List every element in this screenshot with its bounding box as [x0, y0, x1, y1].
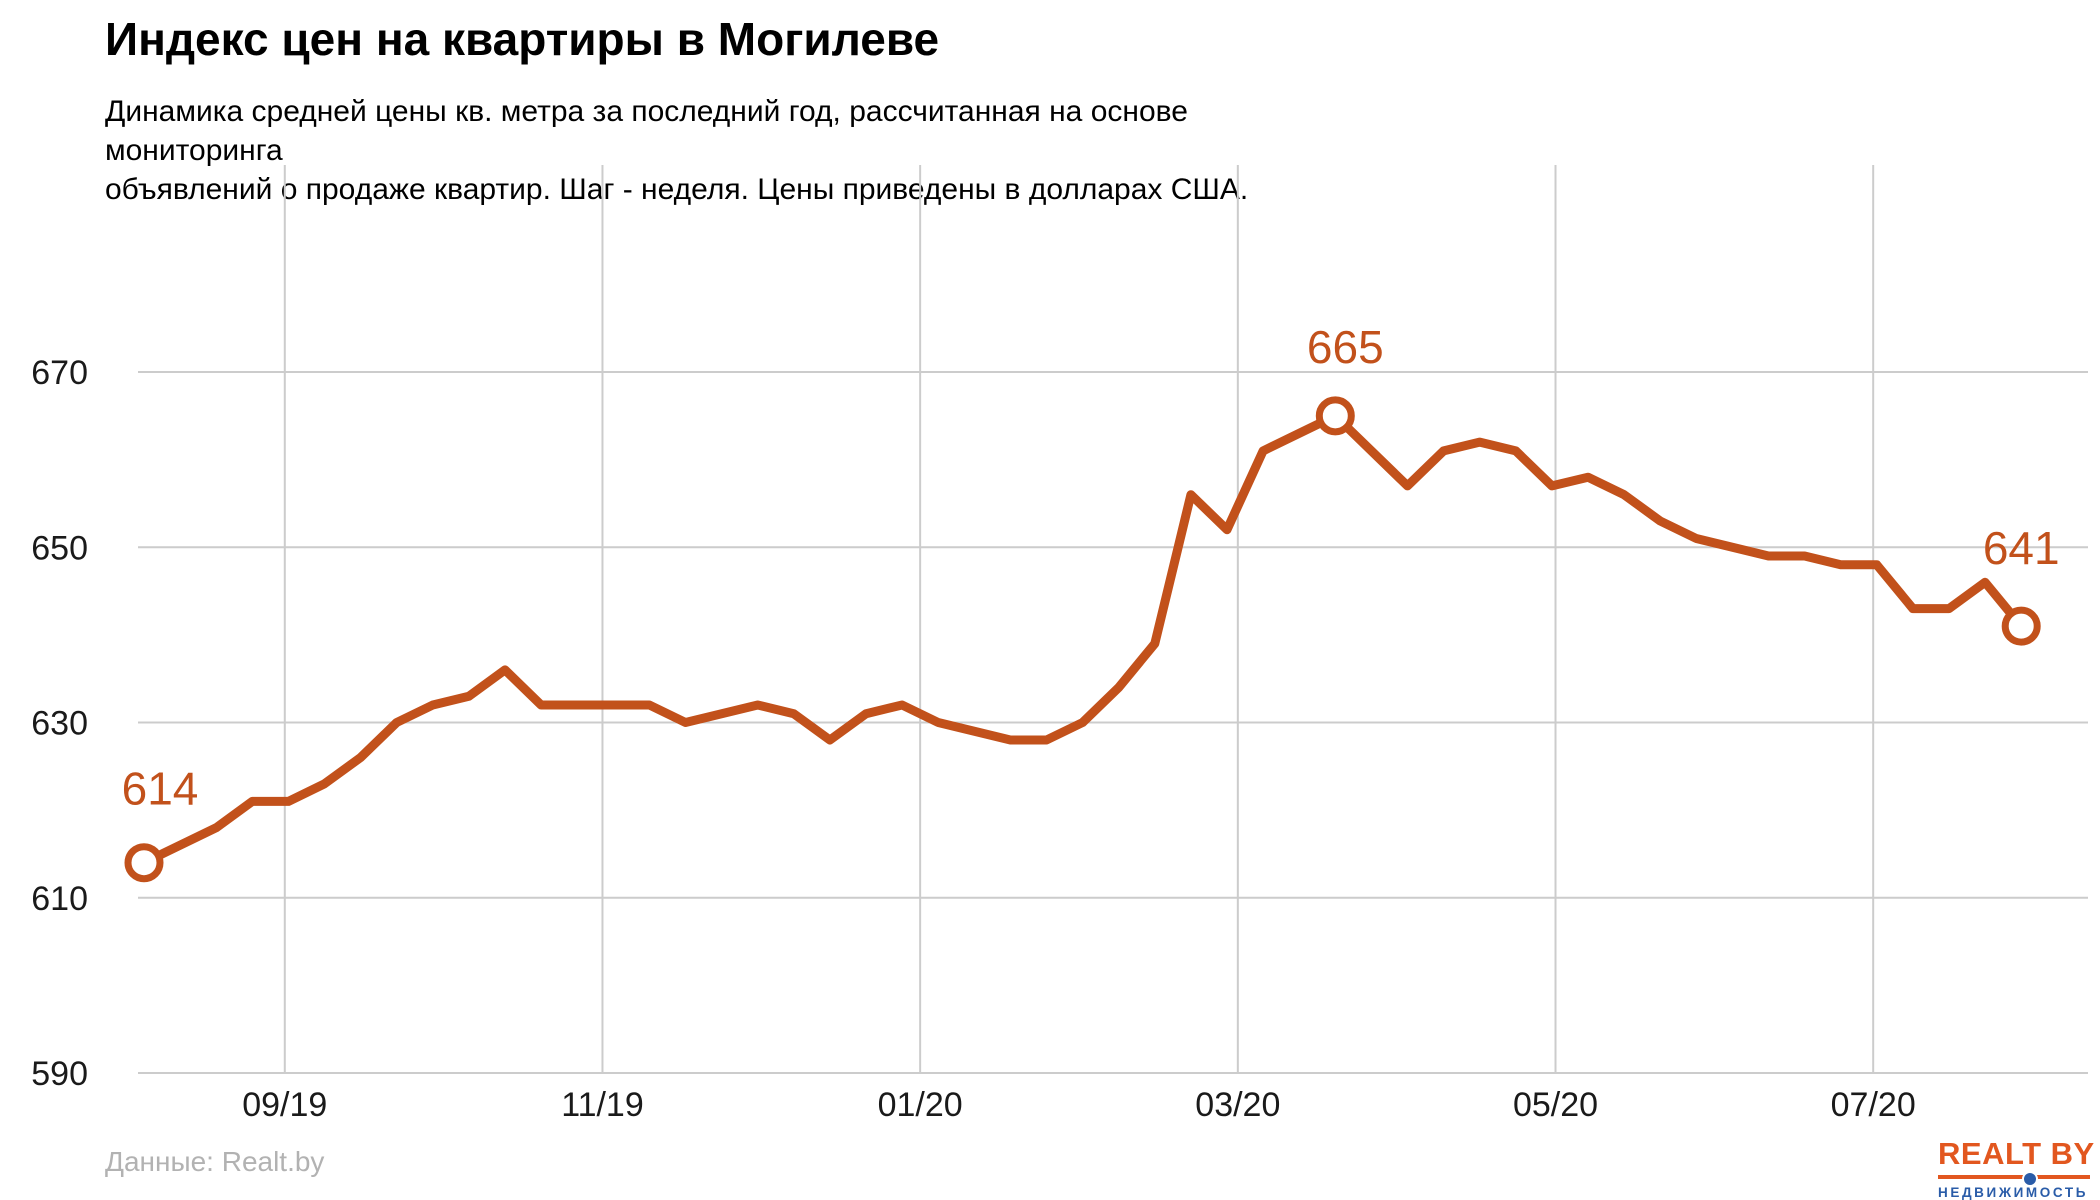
price-series-line	[142, 411, 2025, 867]
value-annotation-label: 665	[1307, 321, 1384, 373]
data-point-marker	[1315, 396, 1355, 436]
x-tick-label: 01/20	[878, 1086, 963, 1124]
data-point-marker	[2001, 606, 2041, 646]
value-annotation-label: 614	[122, 763, 199, 815]
y-tick-label: 670	[31, 354, 88, 392]
chart-title: Индекс цен на квартиры в Могилеве	[105, 13, 940, 65]
data-point-markers	[124, 396, 2041, 883]
x-tick-label: 05/20	[1513, 1086, 1598, 1124]
chart-subtitle-line1: Динамика средней цены кв. метра за после…	[105, 95, 1188, 167]
realt-logo-rule	[1938, 1171, 2090, 1187]
realt-logo: REALT BY НЕДВИЖИМОСТЬ	[1938, 1136, 2096, 1200]
y-tick-label: 590	[31, 1055, 88, 1093]
x-tick-label: 07/20	[1831, 1086, 1916, 1124]
x-tick-label: 03/20	[1195, 1086, 1280, 1124]
chart-subtitle: Динамика средней цены кв. метра за после…	[105, 92, 1365, 209]
x-tick-label: 11/19	[561, 1086, 644, 1124]
x-tick-label: 09/19	[242, 1086, 327, 1124]
realt-logo-tagline: НЕДВИЖИМОСТЬ	[1938, 1185, 2089, 1200]
chart-subtitle-line2: объявлений о продаже квартир. Шаг - неде…	[105, 173, 1249, 206]
y-tick-label: 630	[31, 705, 88, 743]
data-point-marker	[124, 843, 164, 883]
value-annotation-label: 641	[1983, 522, 2060, 574]
y-tick-label: 610	[31, 880, 88, 918]
realt-logo-dot-icon	[2022, 1171, 2038, 1187]
value-annotations: 614 665 641	[122, 321, 2060, 815]
axis-tick-labels: 590 610 630 650 670 09/19 11/19 01/20 03/20 05/20…	[31, 354, 1915, 1124]
realt-logo-wordmark: REALT BY	[1938, 1136, 2095, 1171]
gridlines	[138, 165, 2088, 1074]
data-source-label: Данные: Realt.by	[105, 1146, 325, 1177]
y-tick-label: 650	[31, 529, 88, 567]
